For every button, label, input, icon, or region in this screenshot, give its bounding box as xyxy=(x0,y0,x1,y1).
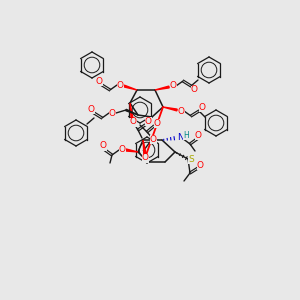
Text: O: O xyxy=(178,106,184,116)
Polygon shape xyxy=(126,109,138,115)
Text: O: O xyxy=(118,146,125,154)
Text: O: O xyxy=(109,109,116,118)
Text: O: O xyxy=(169,82,176,91)
Polygon shape xyxy=(124,85,137,90)
Polygon shape xyxy=(163,107,177,111)
Text: O: O xyxy=(199,103,206,112)
Text: O: O xyxy=(142,154,148,163)
Polygon shape xyxy=(130,103,133,118)
Polygon shape xyxy=(143,150,148,162)
Text: O: O xyxy=(190,85,197,94)
Text: O: O xyxy=(100,142,106,151)
Text: S: S xyxy=(188,154,194,164)
Text: O: O xyxy=(196,160,203,169)
Text: O: O xyxy=(95,76,103,85)
Polygon shape xyxy=(143,140,146,154)
Text: O: O xyxy=(145,116,152,125)
Polygon shape xyxy=(155,86,169,90)
Text: N: N xyxy=(177,134,183,142)
Text: O: O xyxy=(116,80,124,89)
Text: O: O xyxy=(154,118,160,127)
Text: O: O xyxy=(88,104,94,113)
Text: O: O xyxy=(130,118,136,127)
Text: O: O xyxy=(149,134,157,143)
Text: O: O xyxy=(194,130,202,140)
Polygon shape xyxy=(126,149,138,152)
Text: H: H xyxy=(183,130,189,140)
